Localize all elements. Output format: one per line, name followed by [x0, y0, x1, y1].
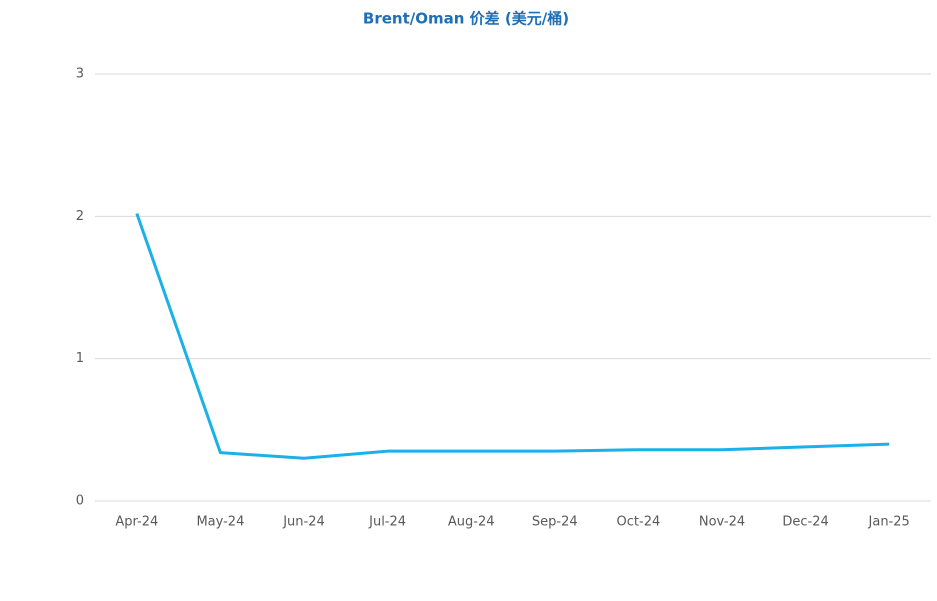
x-tick-label: Nov-24 — [699, 515, 745, 530]
y-tick-label: 0 — [76, 494, 84, 509]
x-tick-label: Jul-24 — [368, 515, 406, 530]
x-tick-label: Jun-24 — [282, 515, 325, 530]
data-line — [135, 212, 890, 460]
x-tick-label: Aug-24 — [448, 515, 495, 530]
y-tick-label: 1 — [76, 351, 84, 366]
x-tick-label: Apr-24 — [115, 515, 158, 530]
chart-title: Brent/Oman 价差 (美元/桶) — [363, 10, 569, 28]
x-tick-label: May-24 — [196, 515, 244, 530]
x-tick-label: Oct-24 — [617, 515, 661, 530]
x-tick-label: Dec-24 — [782, 515, 828, 530]
y-tick-label: 3 — [76, 67, 84, 82]
x-tick-label: Sep-24 — [532, 515, 578, 530]
y-tick-label: 2 — [76, 209, 84, 224]
x-tick-label: Jan-25 — [868, 515, 910, 530]
